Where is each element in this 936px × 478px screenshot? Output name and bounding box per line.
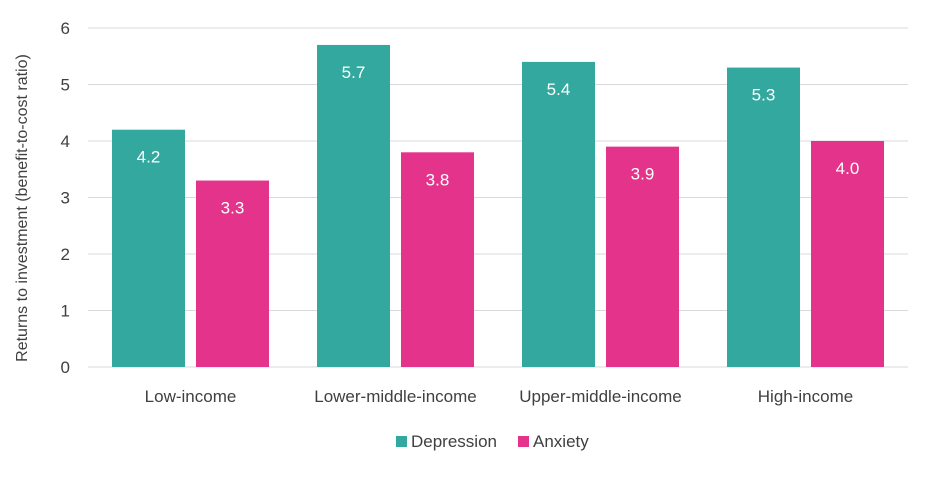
legend-label: Anxiety (533, 432, 589, 451)
data-label-depression-1: 5.7 (342, 63, 366, 82)
legend-swatch (396, 436, 407, 447)
y-axis-ticks: 0 1 2 3 4 5 6 (61, 19, 70, 377)
bar-depression-0 (112, 129, 185, 367)
y-tick-label: 1 (61, 302, 70, 321)
legend: Depression Anxiety (396, 432, 589, 451)
y-tick-label: 6 (61, 19, 70, 38)
bar-anxiety-1 (401, 152, 474, 367)
x-axis-ticks: Low-income Lower-middle-income Upper-middl… (145, 387, 854, 406)
y-tick-label: 5 (61, 76, 70, 95)
data-label-depression-2: 5.4 (547, 80, 571, 99)
y-axis-title: Returns to investment (benefit-to-cost r… (14, 54, 31, 362)
bars (112, 44, 884, 368)
legend-item-depression: Depression (396, 432, 497, 451)
bar-depression-1 (317, 44, 390, 367)
bar-anxiety-3 (811, 141, 884, 367)
y-tick-label: 3 (61, 189, 70, 208)
data-label-anxiety-3: 4.0 (836, 159, 860, 178)
data-labels: 4.2 3.3 5.7 3.8 5.4 3.9 5.3 4.0 (137, 63, 860, 218)
data-label-depression-3: 5.3 (752, 86, 776, 105)
legend-item-anxiety: Anxiety (518, 432, 589, 451)
x-tick-label: Low-income (145, 387, 237, 406)
data-label-anxiety-1: 3.8 (426, 170, 450, 189)
x-tick-label: Upper-middle-income (519, 387, 682, 406)
x-tick-label: Lower-middle-income (314, 387, 477, 406)
y-tick-label: 0 (61, 358, 70, 377)
bar-anxiety-2 (606, 146, 679, 367)
y-tick-label: 4 (61, 132, 70, 151)
x-tick-label: High-income (758, 387, 853, 406)
y-tick-label: 2 (61, 245, 70, 264)
data-label-depression-0: 4.2 (137, 148, 161, 167)
data-label-anxiety-0: 3.3 (221, 199, 245, 218)
bar-depression-2 (522, 61, 595, 368)
data-label-anxiety-2: 3.9 (631, 165, 655, 184)
bar-anxiety-0 (196, 180, 269, 367)
bar-depression-3 (727, 67, 800, 368)
legend-label: Depression (411, 432, 497, 451)
legend-swatch (518, 436, 529, 447)
